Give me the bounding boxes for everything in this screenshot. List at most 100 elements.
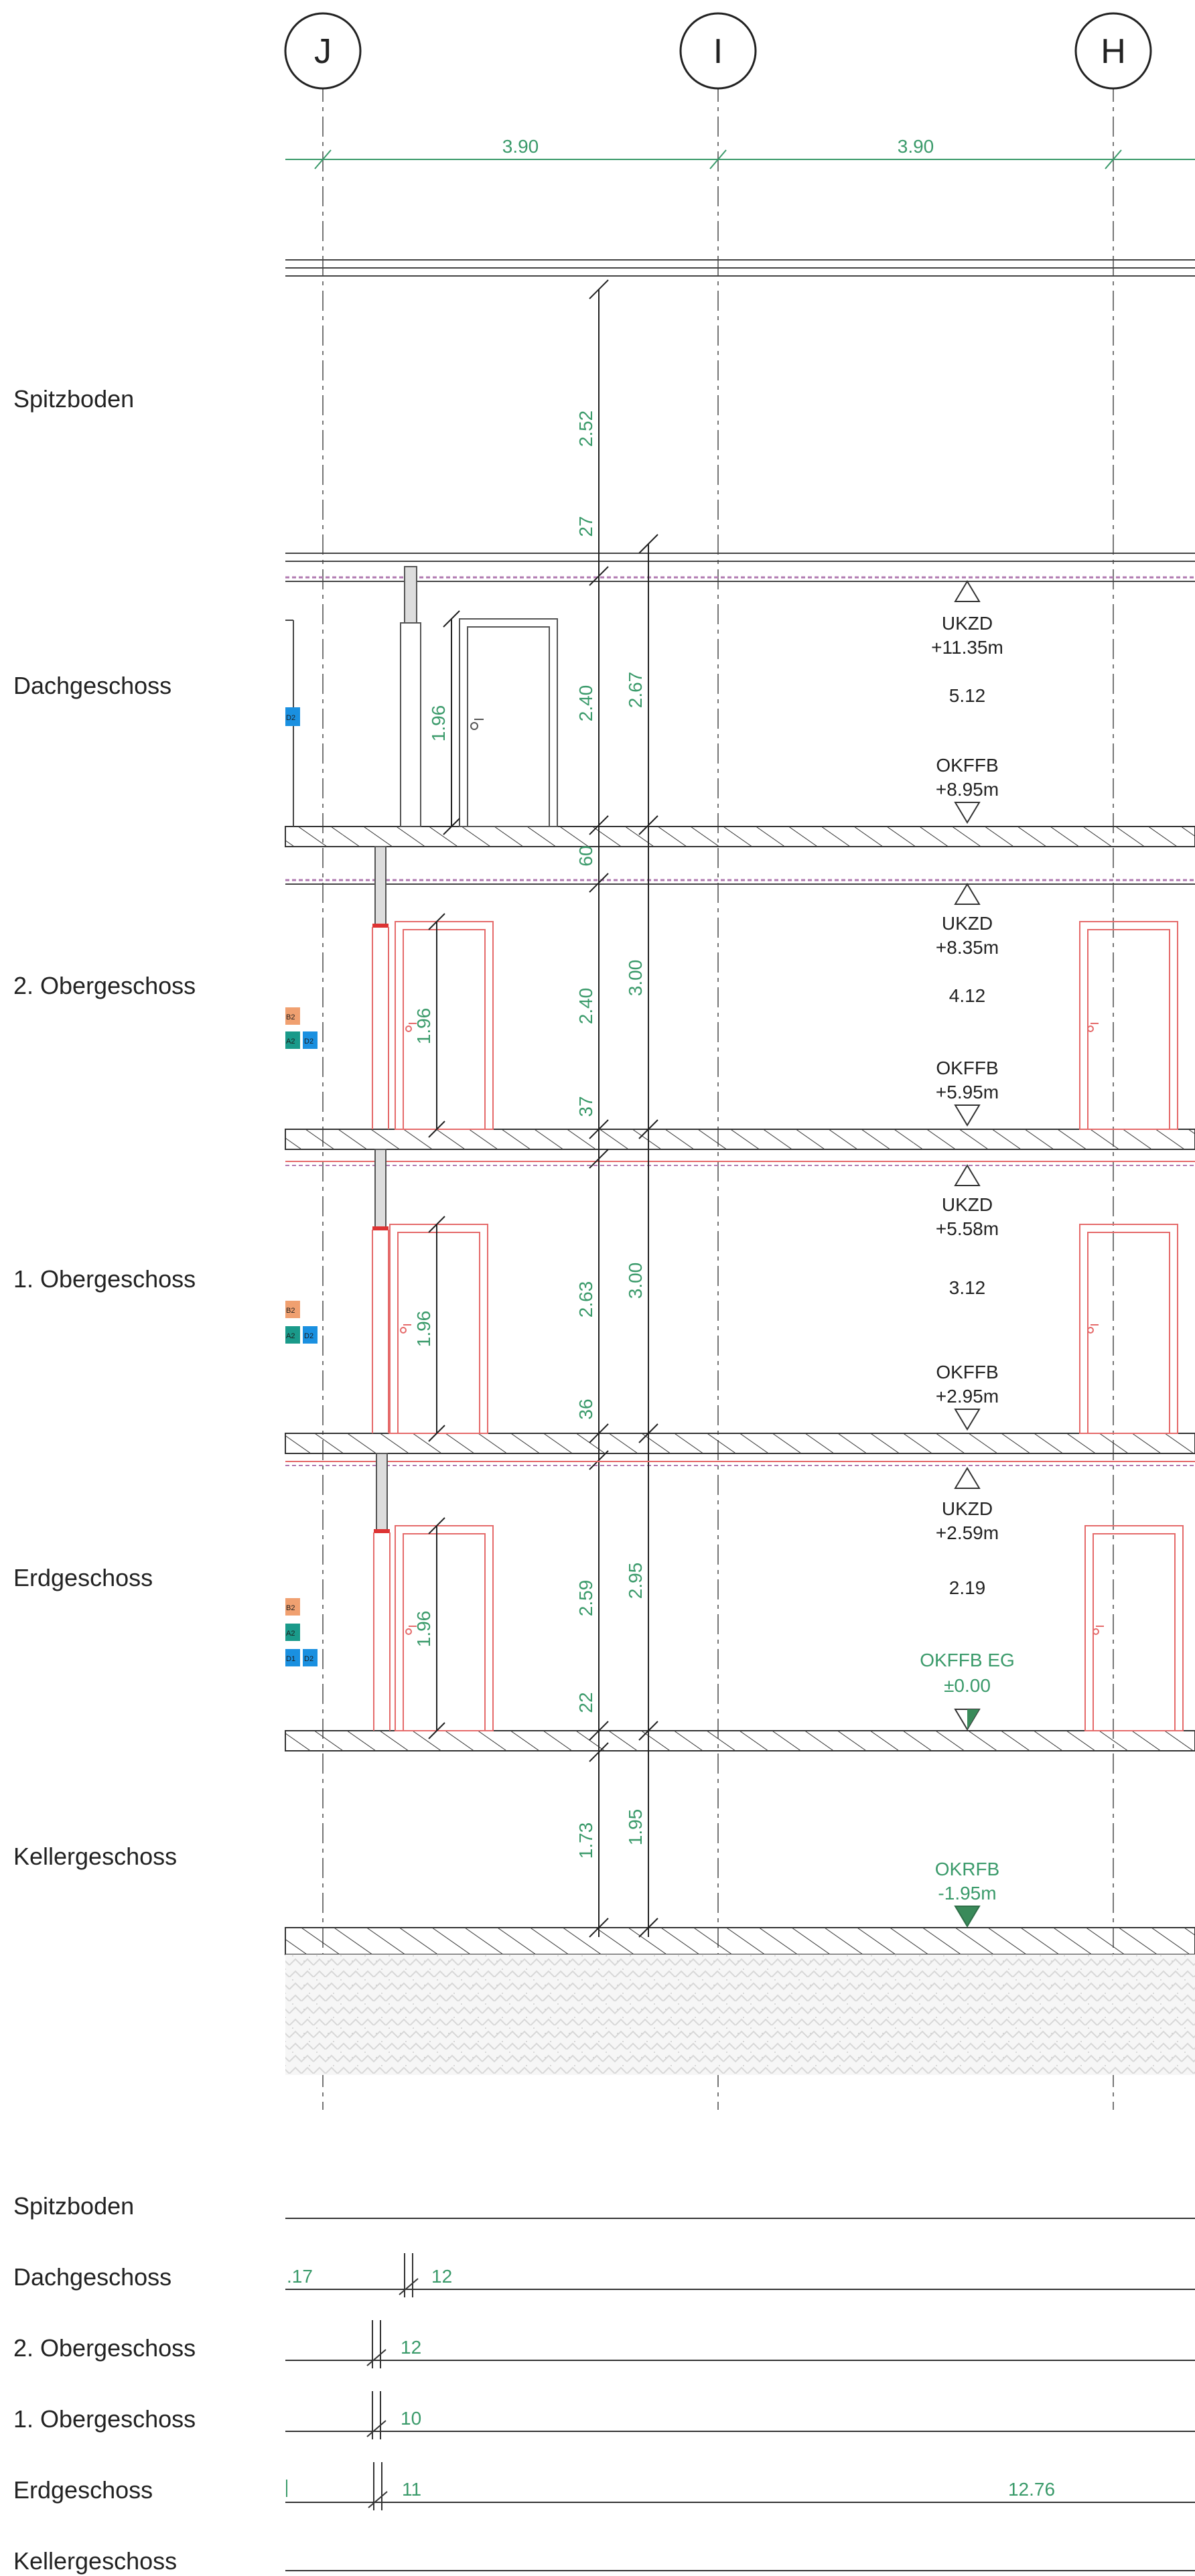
og2-tag-b2: B2: [286, 1013, 295, 1021]
og1-ukzd-label: UKZD: [942, 1194, 993, 1215]
span-i-h: 3.90: [898, 136, 934, 157]
dach-door-dim: [443, 610, 460, 835]
floor-label-og2: 2. Obergeschoss: [13, 972, 196, 999]
eg-okffb-label: OKFFB EG: [920, 1650, 1015, 1670]
lower-label-og2: 2. Obergeschoss: [13, 2334, 196, 2362]
og2-okffb-label: OKFFB: [936, 1058, 998, 1078]
slab-dach-floor: [285, 826, 1195, 885]
dimension-chain-inner: [589, 279, 609, 1938]
og1-tag-b2: B2: [286, 1307, 295, 1315]
slab-dach-ceiling: [285, 553, 1195, 582]
dim-spitz-height: 2.52: [575, 411, 596, 447]
axis-label-h: H: [1101, 32, 1126, 71]
slab-og1-floor: [285, 1433, 1195, 1466]
og1-tags: [285, 1301, 318, 1344]
dim-dach-slab: 27: [575, 516, 596, 536]
eg-ukzd-label: UKZD: [942, 1498, 993, 1519]
dim-og1-total: 3.00: [625, 1263, 646, 1299]
og2-room-height: 4.12: [949, 985, 986, 1006]
eg-room-height: 2.19: [949, 1577, 986, 1598]
lower-label-og1: 1. Obergeschoss: [13, 2405, 196, 2433]
lower-label-dachgeschoss: Dachgeschoss: [13, 2263, 171, 2291]
og1-column: [372, 1149, 389, 1433]
dach-ukzd-marker: [954, 580, 981, 602]
slab-keller-floor: [285, 1927, 1195, 2075]
og2-tags: [285, 1007, 318, 1049]
dim-og2-clear: 2.40: [575, 988, 596, 1025]
lower-dach-left: .17: [287, 2266, 313, 2287]
dim-og1-door: 1.96: [413, 1311, 434, 1348]
dim-og1-slab: 37: [575, 1096, 596, 1117]
dimension-chain-outer: [638, 534, 658, 1938]
eg-column: [373, 1453, 391, 1731]
og2-door-left: [395, 921, 494, 1130]
dim-og2-door: 1.96: [413, 1008, 434, 1045]
eg-tag-d1: D1: [286, 1655, 295, 1663]
slab-eg-floor: [285, 1730, 1195, 1751]
lower-floor-labels: Spitzboden Dachgeschoss 2. Obergeschoss …: [13, 2192, 196, 2575]
og1-okffb-label: OKFFB: [936, 1362, 998, 1382]
dach-ukzd-label: UKZD: [942, 613, 993, 634]
dim-eg-slab: 36: [575, 1399, 596, 1419]
og1-door-right: [1079, 1224, 1178, 1434]
kg-okrfb-label: OKRFB: [935, 1859, 999, 1879]
dim-dach-door: 1.96: [428, 705, 449, 742]
eg-door-left: [395, 1525, 494, 1731]
lower-label-keller: Kellergeschoss: [13, 2547, 177, 2575]
og1-okffb-marker: [954, 1409, 981, 1431]
floor-label-erdgeschoss: Erdgeschoss: [13, 1564, 153, 1591]
og2-okffb-value: +5.95m: [936, 1082, 999, 1102]
lower-wall-marks: [366, 2253, 419, 2510]
dach-door: [459, 618, 558, 827]
dach-room-height: 5.12: [949, 685, 986, 706]
og1-tag-d2: D2: [304, 1332, 313, 1340]
floor-label-dachgeschoss: Dachgeschoss: [13, 672, 171, 699]
dach-okffb-value: +8.95m: [936, 779, 999, 800]
dim-eg-total: 2.95: [625, 1563, 646, 1599]
eg-door-dim: [428, 1517, 445, 1739]
dim-dach-total: 2.67: [625, 672, 646, 709]
lower-floor-lines: [285, 2218, 1195, 2571]
lower-eg-total: 12.76: [1008, 2479, 1055, 2500]
dim-eg-clear: 2.59: [575, 1580, 596, 1617]
eg-ukzd-value: +2.59m: [936, 1522, 999, 1543]
dim-eg-door: 1.96: [413, 1611, 434, 1648]
og2-tag-a2: A2: [286, 1037, 295, 1046]
og1-ukzd-value: +5.58m: [936, 1218, 999, 1239]
og1-room-height: 3.12: [949, 1277, 986, 1298]
dim-dach-clear: 2.40: [575, 685, 596, 722]
og1-door-dim: [428, 1216, 445, 1442]
og2-door-dim: [428, 913, 445, 1138]
dach-okffb-marker: [954, 802, 981, 824]
axis-dimension-line: [285, 149, 1195, 169]
lower-og2-right: 12: [401, 2337, 421, 2358]
lower-dach-right: 12: [431, 2266, 452, 2287]
span-j-i: 3.90: [502, 136, 539, 157]
eg-tag-d2: D2: [304, 1655, 313, 1663]
dim-kg-slab: 22: [575, 1692, 596, 1713]
axis-label-j: J: [314, 32, 332, 71]
axis-marker-i: I: [679, 12, 757, 90]
roof-lines: [285, 259, 1195, 277]
floor-label-spitzboden: Spitzboden: [13, 385, 134, 413]
og2-ukzd-label: UKZD: [942, 913, 993, 934]
dach-tag-d2: [285, 707, 300, 726]
floor-label-og1: 1. Obergeschoss: [13, 1265, 196, 1293]
dach-okffb-label: OKFFB: [936, 755, 998, 776]
og2-tag-d2: D2: [304, 1037, 313, 1046]
og2-ukzd-value: +8.35m: [936, 937, 999, 958]
og1-okffb-value: +2.95m: [936, 1386, 999, 1407]
og2-column: [372, 846, 389, 1129]
dach-tag-label: D2: [286, 714, 295, 722]
dim-kg-clear: 1.73: [575, 1822, 596, 1859]
eg-ukzd-marker: [954, 1467, 981, 1489]
axis-marker-j: J: [284, 12, 362, 90]
eg-door-right: [1084, 1525, 1184, 1731]
dach-column: [400, 566, 421, 827]
eg-tags: [285, 1598, 318, 1666]
axis-label-i: I: [713, 32, 723, 71]
og1-tag-a2: A2: [286, 1332, 295, 1340]
slab-og2-floor: [285, 1129, 1195, 1166]
floor-label-keller: Kellergeschoss: [13, 1843, 177, 1870]
